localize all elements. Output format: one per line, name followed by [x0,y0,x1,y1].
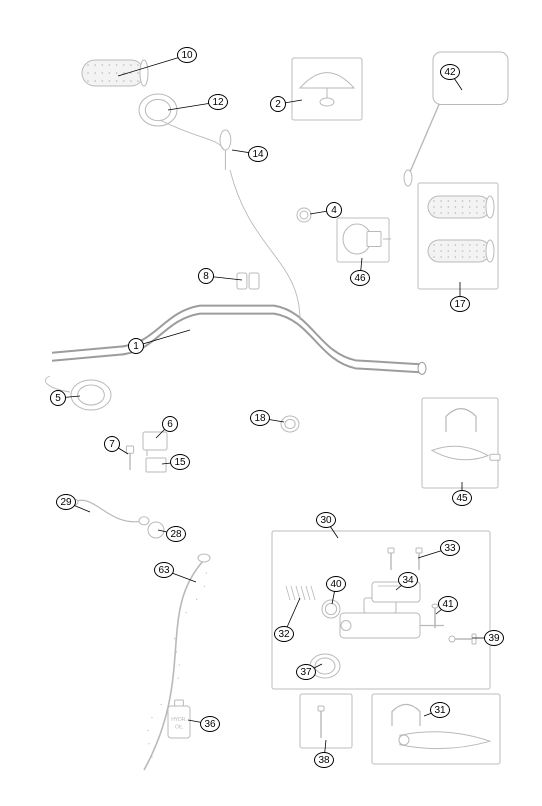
callout-number: 1 [128,338,144,354]
diagram-stage: HYDR.OIL 1012242144846171518671529284530… [0,0,542,806]
callout-17: 17 [450,296,470,312]
callout-39: 39 [484,630,504,646]
callout-number: 5 [50,390,66,406]
callout-number: 18 [250,410,270,426]
callout-number: 33 [440,540,460,556]
callout-number: 34 [398,572,418,588]
callout-41: 41 [438,596,458,612]
callout-number: 46 [350,270,370,286]
callout-40: 40 [326,576,346,592]
callout-28: 28 [166,526,186,542]
callout-15: 15 [170,454,190,470]
callout-number: 4 [326,202,342,218]
callout-number: 40 [326,576,346,592]
callout-18: 18 [250,410,270,426]
callout-12: 12 [208,94,228,110]
callout-number: 14 [248,146,268,162]
callout-number: 6 [162,416,178,432]
callout-37: 37 [296,664,316,680]
callout-number: 28 [166,526,186,542]
svg-text:HYDR.: HYDR. [171,717,187,723]
callout-number: 30 [316,512,336,528]
callout-34: 34 [398,572,418,588]
callout-36: 36 [200,716,220,732]
callout-6: 6 [162,416,178,432]
callout-number: 36 [200,716,220,732]
callout-number: 38 [314,752,334,768]
callout-30: 30 [316,512,336,528]
callout-number: 63 [154,562,174,578]
callout-number: 29 [56,494,76,510]
callout-7: 7 [104,436,120,452]
callout-5: 5 [50,390,66,406]
callout-33: 33 [440,540,460,556]
callout-number: 32 [274,626,294,642]
callout-2: 2 [270,96,286,112]
callout-38: 38 [314,752,334,768]
callout-number: 31 [430,702,450,718]
callout-number: 45 [452,490,472,506]
callout-number: 41 [438,596,458,612]
callout-number: 39 [484,630,504,646]
callout-31: 31 [430,702,450,718]
svg-text:OIL: OIL [175,725,183,731]
callout-45: 45 [452,490,472,506]
callout-number: 17 [450,296,470,312]
callout-14: 14 [248,146,268,162]
callout-number: 8 [198,268,214,284]
callout-number: 10 [177,47,197,63]
callout-number: 37 [296,664,316,680]
callout-32: 32 [274,626,294,642]
callout-29: 29 [56,494,76,510]
callout-63: 63 [154,562,174,578]
callout-1: 1 [128,338,144,354]
callout-8: 8 [198,268,214,284]
diagram-svg: HYDR. OIL [0,0,542,806]
callout-42: 42 [440,64,460,80]
callout-4: 4 [326,202,342,218]
callout-number: 2 [270,96,286,112]
callout-10: 10 [177,47,197,63]
callout-number: 7 [104,436,120,452]
callout-number: 12 [208,94,228,110]
callout-number: 42 [440,64,460,80]
callout-number: 15 [170,454,190,470]
callout-46: 46 [350,270,370,286]
